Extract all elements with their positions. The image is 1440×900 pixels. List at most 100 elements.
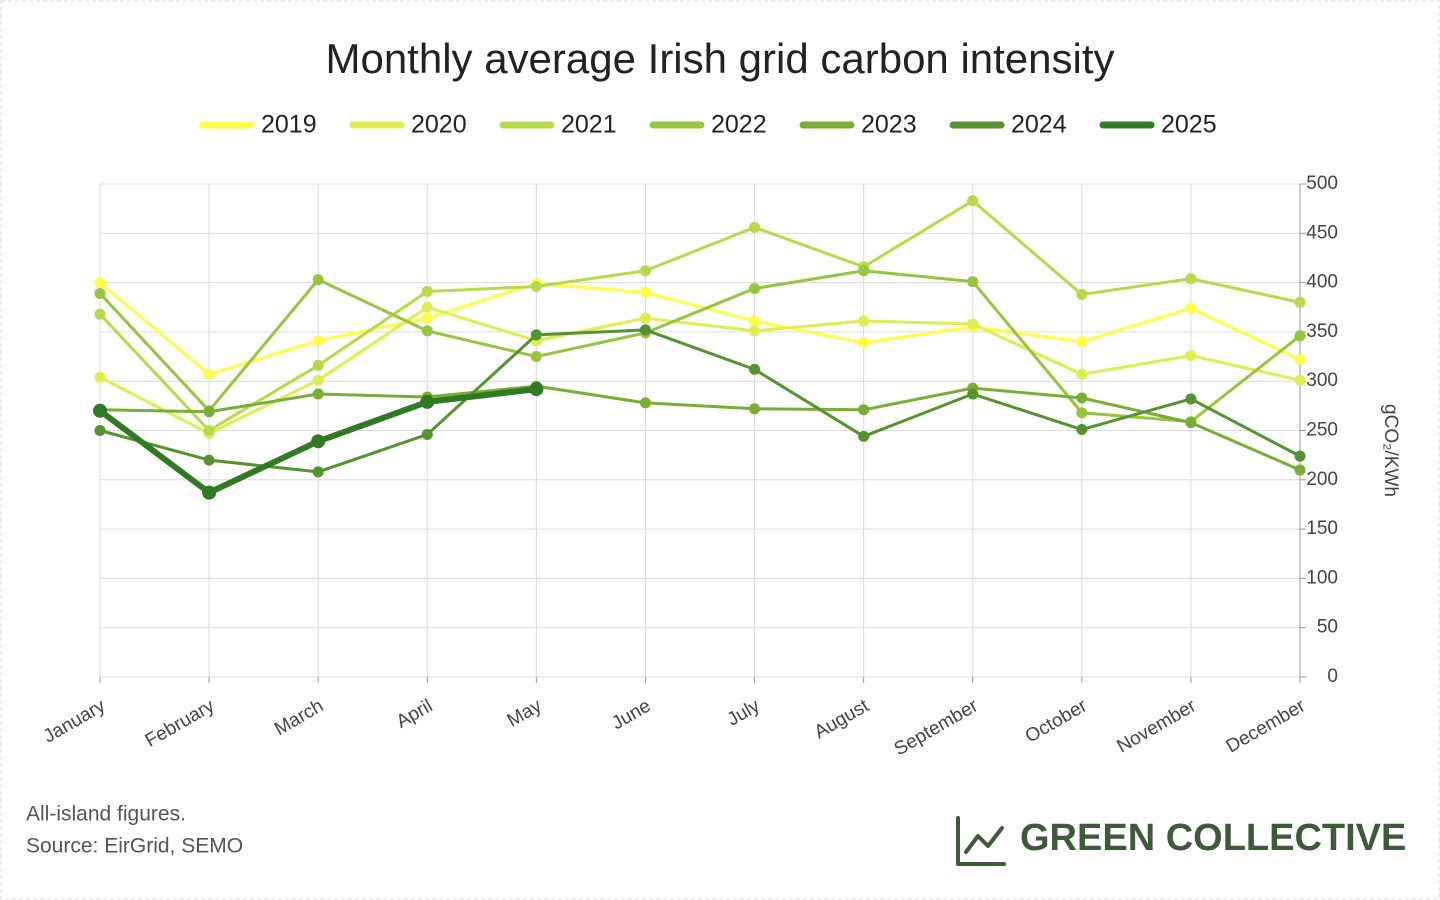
point bbox=[967, 195, 979, 207]
point bbox=[749, 283, 761, 295]
y-tick-label: 150 bbox=[1306, 518, 1338, 539]
point bbox=[421, 301, 433, 313]
point bbox=[749, 403, 761, 415]
legend-label: 2024 bbox=[1011, 111, 1067, 139]
annotation: Source: EirGrid, SEMO bbox=[26, 835, 243, 858]
point bbox=[530, 351, 542, 363]
point bbox=[1294, 450, 1306, 462]
point bbox=[312, 335, 324, 347]
point bbox=[1076, 407, 1088, 419]
legend-label: 2022 bbox=[711, 111, 767, 139]
y-tick-label: 0 bbox=[1327, 666, 1338, 687]
point bbox=[1185, 302, 1197, 314]
x-tick-label: April bbox=[393, 695, 436, 732]
point bbox=[1294, 330, 1306, 342]
y-tick-label: 200 bbox=[1306, 469, 1338, 490]
legend-label: 2023 bbox=[861, 111, 917, 139]
point bbox=[94, 425, 106, 436]
point bbox=[421, 325, 433, 337]
point bbox=[312, 274, 324, 286]
point bbox=[1076, 424, 1088, 436]
point bbox=[639, 324, 651, 336]
x-tick-label: June bbox=[608, 695, 654, 734]
point bbox=[1294, 464, 1306, 476]
y-tick-label: 300 bbox=[1306, 370, 1338, 391]
point bbox=[749, 363, 761, 375]
point bbox=[94, 277, 106, 289]
y-tick-label: 350 bbox=[1306, 321, 1338, 342]
point bbox=[421, 428, 433, 440]
point bbox=[1185, 393, 1197, 405]
point bbox=[1076, 392, 1088, 404]
legend-label: 2020 bbox=[411, 111, 467, 139]
annotation: All-island figures. bbox=[26, 803, 186, 826]
point bbox=[1294, 374, 1306, 386]
point bbox=[639, 312, 651, 324]
x-tick-label: November bbox=[1114, 695, 1201, 757]
point bbox=[1185, 273, 1197, 285]
point bbox=[1076, 368, 1088, 380]
point bbox=[639, 265, 651, 277]
x-tick-label: August bbox=[811, 695, 873, 743]
point bbox=[312, 374, 324, 386]
point bbox=[639, 286, 651, 298]
point bbox=[967, 318, 979, 330]
point bbox=[1185, 417, 1197, 429]
brand: GREEN COLLECTIVE bbox=[1020, 817, 1406, 859]
point bbox=[203, 368, 215, 380]
point bbox=[1185, 350, 1197, 362]
x-tick-label: March bbox=[271, 695, 327, 740]
line bbox=[98, 199, 1301, 432]
y-tick-label: 100 bbox=[1306, 567, 1338, 588]
point bbox=[858, 337, 870, 349]
y-axis-label: gCO₂/KWh bbox=[1380, 404, 1401, 497]
series bbox=[94, 195, 1306, 436]
point bbox=[94, 287, 106, 299]
point bbox=[530, 329, 542, 341]
x-tick-label: October bbox=[1022, 695, 1092, 747]
point bbox=[858, 315, 870, 327]
series bbox=[93, 382, 544, 500]
point bbox=[203, 425, 215, 436]
chart-title: Monthly average Irish grid carbon intens… bbox=[325, 35, 1114, 82]
legend-label: 2021 bbox=[561, 111, 617, 139]
point bbox=[967, 276, 979, 288]
point bbox=[311, 434, 326, 449]
point bbox=[749, 221, 761, 233]
point bbox=[312, 359, 324, 371]
point bbox=[639, 397, 651, 409]
line bbox=[99, 384, 1301, 472]
point bbox=[749, 315, 761, 327]
point bbox=[749, 325, 761, 337]
y-tick-label: 50 bbox=[1317, 617, 1338, 638]
y-tick-label: 250 bbox=[1306, 420, 1338, 441]
point bbox=[94, 308, 106, 320]
point bbox=[967, 388, 979, 400]
x-tick-label: July bbox=[724, 695, 764, 730]
point bbox=[203, 406, 215, 418]
point bbox=[530, 281, 542, 293]
x-tick-label: January bbox=[40, 695, 109, 747]
line bbox=[98, 269, 1301, 424]
point bbox=[858, 430, 870, 442]
point bbox=[1076, 288, 1088, 300]
y-tick-label: 400 bbox=[1306, 272, 1338, 293]
point bbox=[94, 371, 106, 383]
x-tick-label: February bbox=[142, 695, 219, 751]
legend-label: 2025 bbox=[1161, 111, 1217, 139]
point bbox=[858, 265, 870, 277]
point bbox=[1294, 296, 1306, 308]
point bbox=[93, 403, 107, 418]
y-tick-label: 450 bbox=[1306, 222, 1338, 243]
legend-label: 2019 bbox=[261, 111, 317, 139]
point bbox=[1076, 336, 1088, 348]
series bbox=[94, 324, 1306, 478]
point bbox=[312, 466, 324, 478]
x-tick-label: December bbox=[1223, 695, 1310, 757]
line bbox=[99, 281, 1301, 376]
series bbox=[94, 265, 1306, 428]
brand-logo bbox=[956, 816, 1006, 866]
point bbox=[1294, 354, 1306, 366]
